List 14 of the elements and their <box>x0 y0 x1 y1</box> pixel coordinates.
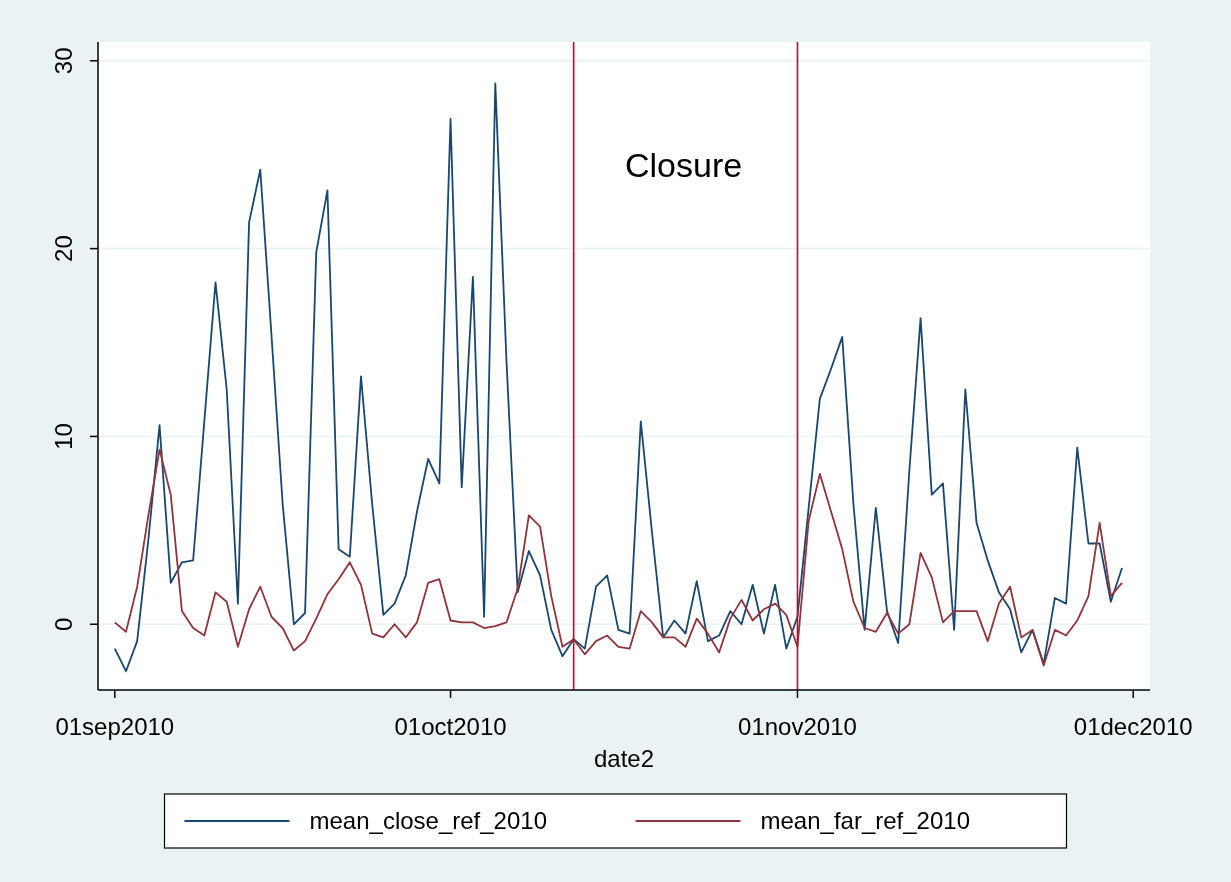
x-tick-label: 01nov2010 <box>738 713 857 740</box>
x-tick-label: 01dec2010 <box>1073 713 1193 740</box>
y-tick-label: 0 <box>50 617 77 631</box>
legend-label: mean_far_ref_2010 <box>760 807 970 834</box>
x-tick-label: 01sep2010 <box>55 713 175 740</box>
line-series <box>113 448 1123 667</box>
y-tick-label: 30 <box>50 47 77 75</box>
x-tick-label: 01oct2010 <box>394 713 507 740</box>
y-tick-label: 10 <box>50 423 77 450</box>
line-series <box>113 82 1123 673</box>
annotation: Closure <box>624 145 743 184</box>
x-axis-title: date2 <box>593 745 655 772</box>
y-tick-label: 20 <box>50 235 77 262</box>
legend-label: mean_close_ref_2010 <box>309 807 548 834</box>
